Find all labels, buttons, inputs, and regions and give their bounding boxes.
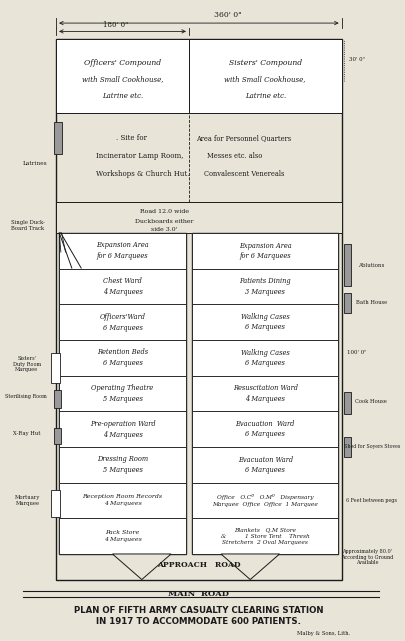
Text: . Site for: . Site for xyxy=(116,134,147,142)
Text: 6 Feet between pegs: 6 Feet between pegs xyxy=(346,498,397,503)
Bar xyxy=(192,269,339,304)
Bar xyxy=(192,376,339,412)
Text: Convalescent Venereals: Convalescent Venereals xyxy=(204,169,285,178)
Bar xyxy=(59,519,186,554)
Text: Workshops & Church Hut.: Workshops & Church Hut. xyxy=(96,169,190,178)
Text: PLAN OF FIFTH ARMY CASUALTY CLEARING STATION
IN 1917 TO ACCOMMODATE 600 PATIENTS: PLAN OF FIFTH ARMY CASUALTY CLEARING STA… xyxy=(74,606,324,626)
Text: Ablutions: Ablutions xyxy=(358,263,384,268)
Text: Sisters'
Duty Room
Marquee: Sisters' Duty Room Marquee xyxy=(13,356,41,372)
Text: Bath House: Bath House xyxy=(356,300,387,305)
Text: Shed for Soyers Stoves: Shed for Soyers Stoves xyxy=(343,444,400,449)
Bar xyxy=(192,233,339,269)
Polygon shape xyxy=(113,554,171,579)
Text: Messes etc. also: Messes etc. also xyxy=(207,152,262,160)
Text: Duckboards either: Duckboards either xyxy=(135,219,194,224)
Text: 360' 0": 360' 0" xyxy=(213,12,241,19)
Text: Pack Store
4 Marquees: Pack Store 4 Marquees xyxy=(104,530,141,542)
Text: Latrine etc.: Latrine etc. xyxy=(102,92,143,101)
Bar xyxy=(59,412,186,447)
Text: Resuscitation Ward
4 Marquees: Resuscitation Ward 4 Marquees xyxy=(233,384,298,403)
Bar xyxy=(59,376,186,412)
Polygon shape xyxy=(221,554,279,579)
Text: Sisters' Compound: Sisters' Compound xyxy=(229,58,302,67)
Text: Walking Cases
6 Marquees: Walking Cases 6 Marquees xyxy=(241,313,290,331)
Bar xyxy=(192,340,339,376)
Bar xyxy=(59,340,186,376)
Text: Blankets   Q.M Store
&          1 Store Tent    Thresh
Stretchers  2 Oval Marque: Blankets Q.M Store & 1 Store Tent Thresh… xyxy=(221,527,309,545)
Bar xyxy=(56,202,341,233)
Text: Sterilising Room: Sterilising Room xyxy=(5,394,47,399)
Text: side 3.0': side 3.0' xyxy=(151,228,178,232)
Bar xyxy=(189,39,341,113)
Text: with Small Cookhouse,: with Small Cookhouse, xyxy=(224,76,306,83)
Text: Operating Theatre
5 Marquees: Operating Theatre 5 Marquees xyxy=(92,384,153,403)
Text: Evacuation  Ward
6 Marquees: Evacuation Ward 6 Marquees xyxy=(236,420,295,438)
Text: Expansion Area
for 6 Marquees: Expansion Area for 6 Marquees xyxy=(96,241,149,260)
Text: Area for Personnel Quarters: Area for Personnel Quarters xyxy=(196,134,292,142)
Bar xyxy=(343,294,352,313)
Text: Reception Room Records
4 Marquees: Reception Room Records 4 Marquees xyxy=(83,494,162,506)
Text: Officers'Ward
6 Marquees: Officers'Ward 6 Marquees xyxy=(100,313,145,331)
Bar xyxy=(192,519,339,554)
Bar xyxy=(51,353,60,383)
Text: Patients Dining
3 Marquees: Patients Dining 3 Marquees xyxy=(239,277,291,296)
Text: Office   O.Cº   O.Mº   Dispensary
Marquee  Office  Office  1 Marquee: Office O.Cº O.Mº Dispensary Marquee Offi… xyxy=(212,494,318,507)
Bar xyxy=(56,39,341,579)
Text: Pre-operation Ward
4 Marquees: Pre-operation Ward 4 Marquees xyxy=(90,420,156,438)
Text: 180' 0": 180' 0" xyxy=(103,21,128,29)
Bar xyxy=(192,412,339,447)
Text: Road 12.0 wide: Road 12.0 wide xyxy=(140,210,189,215)
Text: Mortuary
Marquee: Mortuary Marquee xyxy=(15,495,40,506)
Bar xyxy=(59,269,186,304)
Bar xyxy=(51,490,60,517)
Bar xyxy=(192,304,339,340)
Text: Single Duck-
Board Track: Single Duck- Board Track xyxy=(11,221,45,231)
Text: Incinerator Lamp Room,: Incinerator Lamp Room, xyxy=(96,152,183,160)
Bar xyxy=(343,437,352,456)
Text: 100' 0": 100' 0" xyxy=(347,350,367,355)
Bar xyxy=(59,447,186,483)
Text: 30' 0": 30' 0" xyxy=(349,57,365,62)
Bar xyxy=(59,483,186,519)
Text: Latrines: Latrines xyxy=(23,162,48,166)
Text: Officers' Compound: Officers' Compound xyxy=(84,58,161,67)
Text: X-Ray Hut: X-Ray Hut xyxy=(13,431,40,435)
Text: MAIN  ROAD: MAIN ROAD xyxy=(168,590,229,598)
Text: Chest Ward
4 Marquees: Chest Ward 4 Marquees xyxy=(102,277,143,296)
Text: Latrine etc.: Latrine etc. xyxy=(245,92,286,101)
Text: Approximately 80.0'
According to Ground
Available: Approximately 80.0' According to Ground … xyxy=(341,549,393,565)
Bar xyxy=(56,39,189,113)
Text: Malby & Sons, Lith.: Malby & Sons, Lith. xyxy=(297,631,351,637)
Text: Retention Beds
6 Marquees: Retention Beds 6 Marquees xyxy=(97,348,148,367)
Text: with Small Cookhouse,: with Small Cookhouse, xyxy=(82,76,163,83)
Text: Expansion Area
for 6 Marquees: Expansion Area for 6 Marquees xyxy=(239,242,292,260)
Bar xyxy=(54,122,62,154)
Bar xyxy=(343,244,352,287)
Text: Dressing Room
5 Marquees: Dressing Room 5 Marquees xyxy=(97,455,148,474)
Bar xyxy=(343,392,352,415)
Text: Evacuaton Ward
6 Marquees: Evacuaton Ward 6 Marquees xyxy=(238,456,293,474)
Bar xyxy=(59,233,186,554)
Text: Cook House: Cook House xyxy=(355,399,387,404)
Bar xyxy=(59,304,186,340)
Bar xyxy=(54,390,61,408)
Bar xyxy=(192,483,339,519)
Bar xyxy=(192,447,339,483)
Text: APPROACH   ROAD: APPROACH ROAD xyxy=(157,562,241,569)
Text: Walking Cases
6 Marquees: Walking Cases 6 Marquees xyxy=(241,349,290,367)
Bar xyxy=(192,233,339,554)
Bar xyxy=(59,233,186,269)
Bar xyxy=(54,428,61,444)
